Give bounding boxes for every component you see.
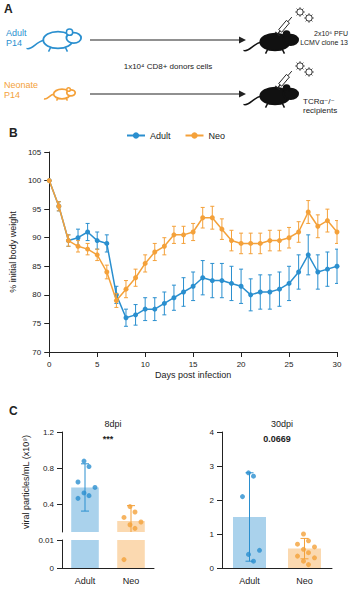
svg-text:3: 3 (210, 462, 215, 471)
svg-text:15: 15 (189, 360, 198, 369)
svg-text:0.01: 0.01 (38, 536, 54, 545)
svg-text:Adult: Adult (6, 28, 27, 38)
svg-text:95: 95 (32, 205, 41, 214)
svg-text:1.2: 1.2 (43, 428, 55, 437)
svg-text:0: 0 (210, 564, 215, 573)
svg-text:1x10⁴ CD8+ donors cells: 1x10⁴ CD8+ donors cells (124, 62, 213, 71)
svg-text:2: 2 (210, 496, 215, 505)
svg-text:Neo: Neo (209, 131, 226, 141)
svg-text:20: 20 (237, 360, 246, 369)
svg-text:100: 100 (28, 176, 42, 185)
svg-text:viral particles/mL (x10⁹): viral particles/mL (x10⁹) (21, 435, 31, 529)
svg-text:85: 85 (32, 262, 41, 271)
svg-text:10: 10 (141, 360, 150, 369)
svg-text:105: 105 (28, 148, 42, 157)
svg-text:75: 75 (32, 319, 41, 328)
svg-text:Days post infection: Days post infection (155, 370, 231, 380)
svg-text:0.0669: 0.0669 (263, 434, 291, 444)
svg-text:Adult: Adult (239, 576, 260, 586)
svg-text:A: A (4, 2, 13, 16)
svg-text:5: 5 (95, 360, 100, 369)
svg-text:recipients: recipients (303, 106, 337, 115)
svg-text:Neo: Neo (296, 576, 313, 586)
svg-text:30dpi: 30dpi (271, 419, 293, 429)
svg-text:8dpi: 8dpi (104, 419, 121, 429)
svg-text:1: 1 (210, 530, 215, 539)
svg-text:C: C (9, 404, 18, 418)
svg-text:B: B (9, 126, 18, 140)
svg-text:2x10⁶ PFU: 2x10⁶ PFU (314, 30, 348, 37)
svg-text:30: 30 (333, 360, 342, 369)
svg-text:P14: P14 (6, 38, 22, 48)
svg-text:70: 70 (32, 348, 41, 357)
svg-text:Adult: Adult (75, 576, 96, 586)
svg-text:25: 25 (285, 360, 294, 369)
svg-text:Neo: Neo (123, 576, 140, 586)
svg-text:0: 0 (50, 564, 55, 573)
svg-text:0.8: 0.8 (43, 464, 55, 473)
svg-text:0.4: 0.4 (43, 500, 55, 509)
svg-text:% initial body weight: % initial body weight (8, 211, 18, 293)
svg-text:Neonate: Neonate (4, 80, 38, 90)
svg-text:0: 0 (47, 360, 52, 369)
svg-text:Adult: Adult (150, 131, 171, 141)
svg-text:LCMV clone 13: LCMV clone 13 (300, 39, 348, 46)
svg-text:***: *** (103, 434, 114, 444)
svg-text:TCRα⁻/⁻: TCRα⁻/⁻ (303, 97, 335, 106)
svg-text:P14: P14 (4, 90, 20, 100)
svg-text:4: 4 (210, 428, 215, 437)
svg-text:90: 90 (32, 233, 41, 242)
svg-text:80: 80 (32, 290, 41, 299)
